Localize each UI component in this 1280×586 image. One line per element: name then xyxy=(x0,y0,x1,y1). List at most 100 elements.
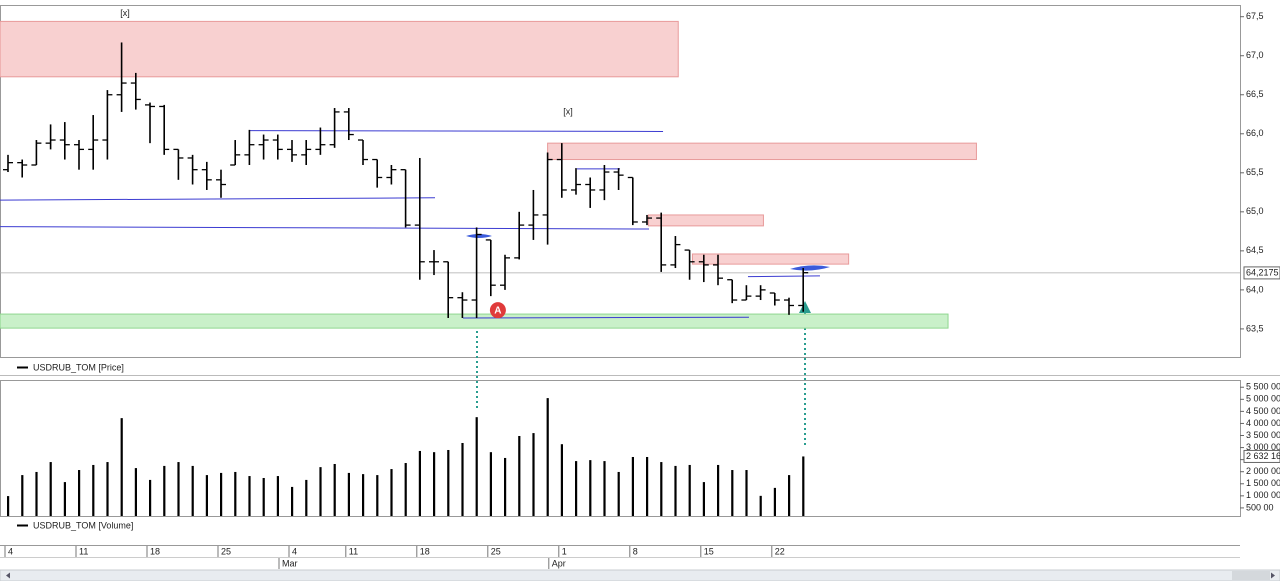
zone xyxy=(0,313,949,329)
scroll-right[interactable] xyxy=(1271,572,1275,579)
y-tick-label: 2 000 00 xyxy=(1246,466,1280,476)
y-tick-label: 1 000 00 xyxy=(1246,490,1280,500)
bar xyxy=(248,476,251,516)
trend-line xyxy=(747,275,820,278)
signal-mark xyxy=(466,234,492,238)
zone xyxy=(647,214,764,227)
bar xyxy=(78,470,81,516)
bar xyxy=(291,486,294,516)
bar xyxy=(688,464,691,516)
price-pane xyxy=(0,5,1241,358)
bar xyxy=(475,417,478,516)
x-tick-label: 11 xyxy=(349,546,358,556)
bar xyxy=(745,470,748,516)
bar xyxy=(7,496,10,516)
trend-line xyxy=(0,197,435,201)
bar xyxy=(134,468,137,516)
bar xyxy=(262,477,265,516)
scrollbar[interactable] xyxy=(0,569,1280,582)
bar xyxy=(92,464,95,516)
current-value-box xyxy=(1243,266,1280,280)
bar xyxy=(234,471,237,516)
bar xyxy=(646,456,649,516)
bar xyxy=(674,465,677,516)
x-tick-label: 1 xyxy=(562,546,567,556)
bar xyxy=(702,482,705,516)
bar xyxy=(631,456,634,516)
scroll-left[interactable] xyxy=(6,572,10,579)
bar xyxy=(404,463,407,516)
bar xyxy=(390,469,393,516)
current-value-label: 64,2175 xyxy=(1246,267,1279,277)
bar xyxy=(603,461,606,516)
y-tick-label: 67,5 xyxy=(1246,11,1264,21)
current-value-label: 2 632 16 xyxy=(1246,451,1280,461)
x-tick-label: 11 xyxy=(79,546,88,556)
legend-label: USDRUB_TOM [Price] xyxy=(33,362,124,372)
signal-mark xyxy=(790,265,830,271)
y-tick-label: 66,5 xyxy=(1246,89,1264,99)
x-tick-label: 25 xyxy=(221,546,231,556)
bar xyxy=(333,463,336,516)
bar xyxy=(376,475,379,516)
y-tick-label: 4 500 00 xyxy=(1246,406,1280,416)
bar xyxy=(418,450,421,516)
bar xyxy=(489,452,492,516)
x-tick-label: 4 xyxy=(8,546,13,556)
bar xyxy=(532,433,535,516)
bar xyxy=(461,442,464,516)
bar xyxy=(802,456,805,516)
x-tick-label: 18 xyxy=(420,546,430,556)
bar xyxy=(560,444,563,516)
bar xyxy=(191,465,194,516)
y-tick-label: 500 00 xyxy=(1246,502,1274,512)
bar xyxy=(773,487,776,516)
bar xyxy=(177,462,180,516)
bar xyxy=(660,462,663,516)
annotation-label: [x] xyxy=(563,106,573,116)
y-tick-label: 1 500 00 xyxy=(1246,478,1280,488)
bar xyxy=(276,476,279,516)
trend-line xyxy=(0,226,649,230)
bar xyxy=(589,460,592,516)
x-tick-label: 25 xyxy=(491,546,501,556)
bar xyxy=(106,462,109,516)
bar xyxy=(220,472,223,516)
scroll-thumb[interactable] xyxy=(1232,571,1270,580)
volume-pane xyxy=(0,380,1241,517)
bar xyxy=(120,418,123,516)
bar xyxy=(49,462,52,516)
legend-label: USDRUB_TOM [Volume] xyxy=(33,520,133,530)
annotation-badge xyxy=(489,302,506,319)
x-tick-label: 15 xyxy=(704,546,714,556)
current-value-box xyxy=(1243,449,1280,463)
y-tick-label: 64,0 xyxy=(1246,284,1264,294)
zone xyxy=(547,142,977,161)
bar xyxy=(205,475,208,516)
x-tick-label: 22 xyxy=(775,546,785,556)
zone xyxy=(0,20,679,78)
bar xyxy=(617,471,620,516)
x-tick-label: 4 xyxy=(292,546,297,556)
bar xyxy=(504,457,507,516)
month-label: Apr xyxy=(552,558,566,568)
month-label: Mar xyxy=(282,558,298,568)
bar xyxy=(518,435,521,516)
y-tick-label: 67,0 xyxy=(1246,50,1264,60)
bar xyxy=(731,470,734,516)
trend-line xyxy=(462,316,749,319)
bar xyxy=(319,467,322,516)
y-tick-label: 3 500 00 xyxy=(1246,430,1280,440)
annotation-label: A xyxy=(494,305,501,316)
bar xyxy=(149,479,152,516)
bar xyxy=(546,398,549,516)
y-tick-label: 5 000 00 xyxy=(1246,394,1280,404)
panes xyxy=(0,5,1280,582)
x-tick-label: 8 xyxy=(633,546,638,556)
y-tick-label: 66,0 xyxy=(1246,128,1264,138)
y-tick-label: 4 000 00 xyxy=(1246,418,1280,428)
bar xyxy=(305,479,308,516)
y-tick-label: 64,5 xyxy=(1246,245,1264,255)
y-tick-label: 65,5 xyxy=(1246,167,1264,177)
